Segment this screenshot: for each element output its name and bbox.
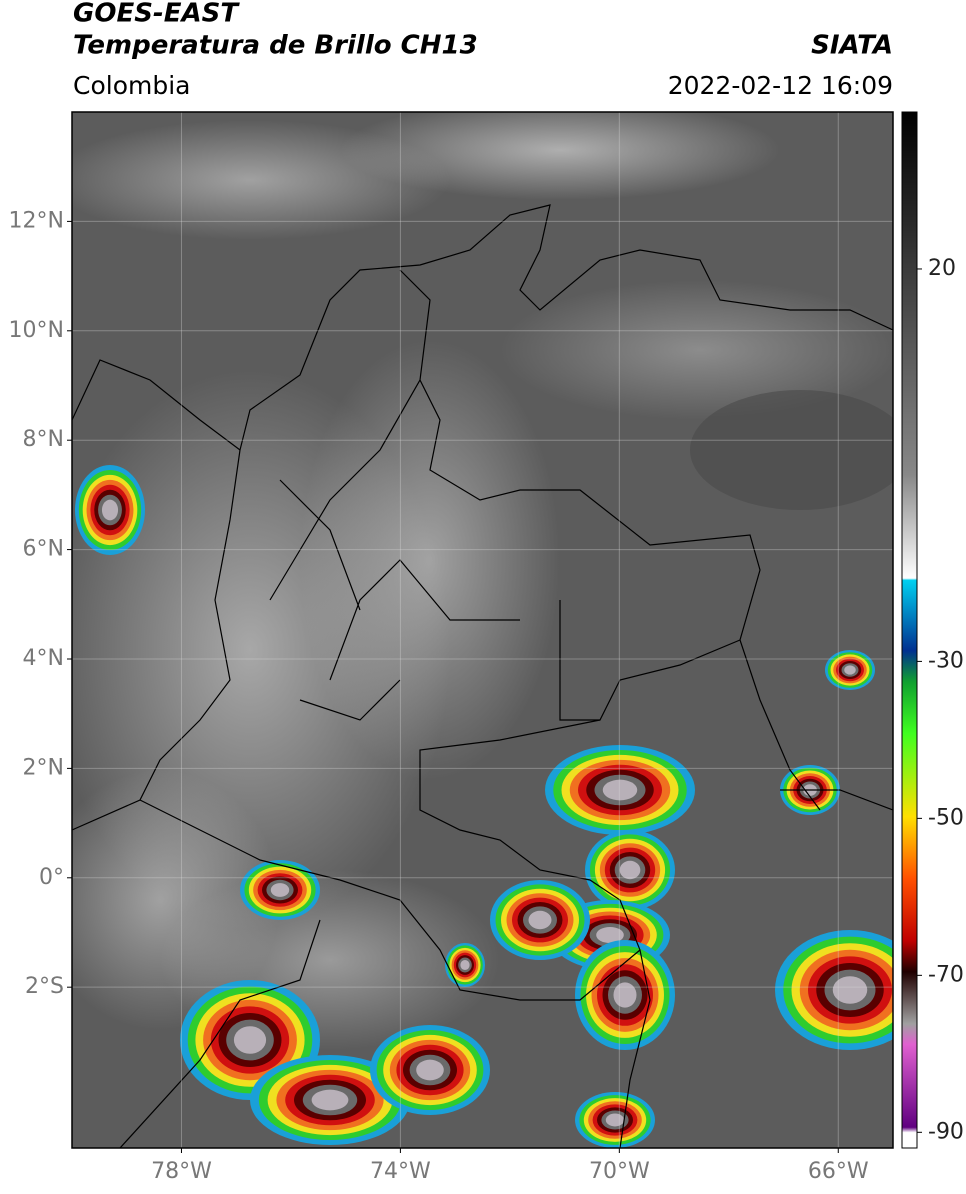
cell-ring [416, 1059, 444, 1081]
cell-ring [613, 982, 637, 1008]
lon-tick-label: 74°W [370, 1159, 431, 1184]
convective-cell [585, 830, 675, 910]
cell-ring [270, 883, 290, 897]
cell-ring [602, 779, 638, 801]
borders [72, 204, 893, 1148]
map-frame [71, 111, 894, 1149]
colorbar-tick-label: 20 [928, 256, 956, 281]
convective-cell [775, 930, 893, 1050]
cell-ring [596, 926, 624, 944]
lat-tick-label: 12°N [9, 208, 64, 233]
colorbar-tick-label: -70 [928, 962, 964, 987]
region: Colombia [73, 71, 190, 100]
cell-ring [460, 959, 470, 971]
cell-ring [311, 1089, 349, 1111]
convective-cell [240, 860, 320, 920]
cell-ring [832, 976, 868, 1004]
convective-cell [490, 880, 590, 960]
subtitle: Temperatura de Brillo CH13 [73, 31, 478, 61]
convective-cell [75, 465, 145, 555]
lat-tick-label: 2°S [25, 974, 64, 999]
convective-cell [575, 1092, 655, 1148]
cell-ring [619, 860, 641, 880]
convective-cell [250, 1055, 410, 1145]
lat-tick-label: 0° [39, 865, 64, 890]
convective-cell [545, 745, 695, 835]
cell-ring [528, 910, 552, 930]
lat-tick-label: 6°N [23, 537, 64, 562]
colorbar [901, 111, 918, 1149]
convective-cell [825, 650, 875, 690]
lon-tick-label: 66°W [808, 1159, 869, 1184]
lat-tick-label: 10°N [9, 318, 64, 343]
colorbar-tick-label: -50 [928, 805, 964, 830]
lat-tick-label: 4°N [23, 646, 64, 671]
convective-cell [445, 943, 485, 987]
colorbar-tick-label: -30 [928, 648, 964, 673]
cell-ring [605, 1113, 625, 1127]
cell-ring [233, 1026, 267, 1054]
colorbar-tick-label: -90 [928, 1119, 964, 1144]
source: SIATA [811, 31, 893, 61]
lon-tick-label: 70°W [589, 1159, 650, 1184]
lon-tick-label: 78°W [151, 1159, 212, 1184]
lat-tick-label: 2°N [23, 755, 64, 780]
cell-ring [101, 499, 119, 521]
lat-tick-label: 8°N [23, 427, 64, 452]
convective-cell [575, 940, 675, 1050]
cell-ring [844, 665, 856, 675]
convective-cell [370, 1025, 490, 1115]
datetime: 2022-02-12 16:09 [668, 71, 893, 100]
title: GOES-EAST [73, 0, 240, 29]
satellite-image [72, 112, 893, 1148]
